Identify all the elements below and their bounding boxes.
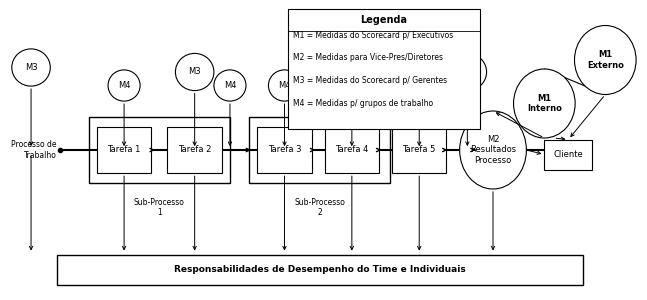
Text: M2
Resultados
Processo: M2 Resultados Processo [470, 135, 516, 165]
Text: M3 = Medidas do Scorecard p/ Gerentes: M3 = Medidas do Scorecard p/ Gerentes [293, 76, 447, 85]
Text: Tarefa 1: Tarefa 1 [107, 146, 141, 154]
Text: Tarefa 5: Tarefa 5 [402, 146, 436, 154]
Text: Cliente: Cliente [554, 150, 584, 159]
Text: Responsabilidades de Desempenho do Time e Individuais: Responsabilidades de Desempenho do Time … [174, 266, 466, 274]
Text: M4 = Medidas p/ grupos de trabalho: M4 = Medidas p/ grupos de trabalho [293, 99, 433, 108]
Ellipse shape [175, 53, 214, 91]
Bar [544, 140, 593, 169]
Text: Sub-Processo
2: Sub-Processo 2 [294, 198, 345, 218]
Text: M4: M4 [278, 81, 291, 90]
Ellipse shape [459, 111, 527, 189]
Text: M3: M3 [188, 68, 201, 76]
Text: M1
Externo: M1 Externo [587, 50, 624, 70]
Text: Tarefa 3: Tarefa 3 [268, 146, 302, 154]
Bar [258, 127, 312, 173]
Ellipse shape [269, 70, 300, 101]
Text: Legenda: Legenda [360, 15, 408, 25]
Bar [89, 117, 230, 183]
Text: M2 = Medidas para Vice-Pres/Diretores: M2 = Medidas para Vice-Pres/Diretores [293, 53, 443, 62]
Text: M4: M4 [224, 81, 236, 90]
Ellipse shape [448, 53, 487, 91]
Ellipse shape [108, 70, 140, 101]
Ellipse shape [403, 70, 435, 101]
Text: Tarefa 4: Tarefa 4 [335, 146, 369, 154]
Ellipse shape [12, 49, 50, 86]
Text: M1
Interno: M1 Interno [527, 94, 562, 113]
Bar [288, 9, 480, 129]
Text: M4: M4 [413, 81, 426, 90]
Bar [325, 127, 379, 173]
Ellipse shape [514, 69, 575, 138]
Text: Tarefa 2: Tarefa 2 [178, 146, 212, 154]
Bar [168, 127, 222, 173]
Bar [57, 255, 583, 285]
Text: M1 = Medidas do Scorecard p/ Executivos: M1 = Medidas do Scorecard p/ Executivos [293, 31, 453, 40]
Ellipse shape [214, 70, 246, 101]
Text: M3: M3 [25, 63, 38, 72]
Text: M3: M3 [461, 68, 474, 76]
Bar [392, 127, 446, 173]
Text: Sub-Processo
1: Sub-Processo 1 [134, 198, 185, 218]
Ellipse shape [336, 70, 368, 101]
Bar [249, 117, 390, 183]
Bar [97, 127, 151, 173]
Text: M4: M4 [345, 81, 358, 90]
Text: M4: M4 [118, 81, 130, 90]
Text: Processo de
Trabalho: Processo de Trabalho [11, 140, 57, 160]
Ellipse shape [575, 26, 636, 94]
